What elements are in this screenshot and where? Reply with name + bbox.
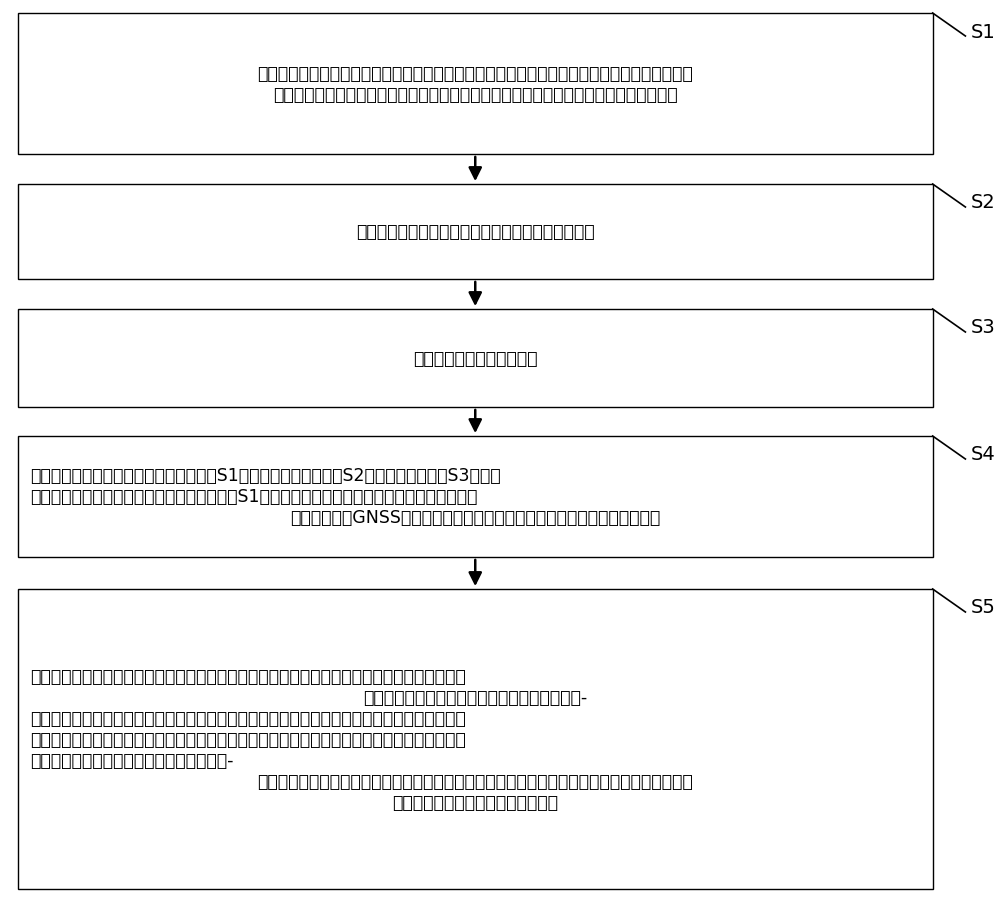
Text: S5: S5 [970, 598, 995, 617]
Text: 折减系数曲线上，直至插值点前未发生位移突变，记录最后一次插值点对应的折减系数，该折减: 折减系数曲线上，直至插值点前未发生位移突变，记录最后一次插值点对应的折减系数，该… [257, 772, 693, 790]
Bar [18, 590, 933, 889]
Text: S1: S1 [970, 23, 995, 42]
Text: 上设置与现场GNSS监测对应的监测点，计算滑坡的应力场、应变场和渗流场: 上设置与现场GNSS监测对应的监测点，计算滑坡的应力场、应变场和渗流场 [290, 509, 660, 527]
Bar [18, 14, 933, 154]
Text: S4: S4 [970, 445, 995, 464]
Text: 移值，将该当前监测点的位移值插入到位移-: 移值，将该当前监测点的位移值插入到位移- [30, 751, 233, 769]
Text: 折减系数曲线，直至曲线出现突变，停止折减，记录最后一次折减系数，对最后一次折减系数进: 折减系数曲线，直至曲线出现突变，停止折减，记录最后一次折减系数，对最后一次折减系… [30, 709, 466, 727]
Bar [18, 185, 933, 280]
Text: 系数即为滑坡当前状态下的稳定系数: 系数即为滑坡当前状态下的稳定系数 [392, 793, 558, 811]
Text: 构建滑坡模型，在滑坡涉水部位施加步骤S1的概化模型，利用步骤S2的蠕变参数和步骤S3的长期: 构建滑坡模型，在滑坡涉水部位施加步骤S1的概化模型，利用步骤S2的蠕变参数和步骤… [30, 467, 500, 485]
Text: S2: S2 [970, 193, 995, 212]
Text: 行线性减小折减，每折减一次，重复计算滑坡的应力场、应变场和渗流场，记录当前监测点的位: 行线性减小折减，每折减一次，重复计算滑坡的应力场、应变场和渗流场，记录当前监测点… [30, 731, 466, 749]
Text: 对滑带土长期抗剪强度指标进行线性增加折减，每折减一次，重复计算滑坡的应力场、应变场和: 对滑带土长期抗剪强度指标进行线性增加折减，每折减一次，重复计算滑坡的应力场、应变… [30, 667, 466, 685]
Text: 建立滑带土的蠕变本构模型，识别滑带土的蠕变参数: 建立滑带土的蠕变本构模型，识别滑带土的蠕变参数 [356, 223, 595, 241]
Text: 计算滑带土的长期抗剪强度: 计算滑带土的长期抗剪强度 [413, 349, 538, 368]
Text: 根据滑坡所处的库区水位周期调度情况建立概化模型，利用滑坡岩土体的参数数据计算力学分析: 根据滑坡所处的库区水位周期调度情况建立概化模型，利用滑坡岩土体的参数数据计算力学… [257, 65, 693, 83]
Bar [18, 436, 933, 557]
Text: 抗剪强度设置滑坡岩土体本构模型，根据步骤S1的流固耦合模拟方法设置耦合方式，在滑坡模型: 抗剪强度设置滑坡岩土体本构模型，根据步骤S1的流固耦合模拟方法设置耦合方式，在滑… [30, 488, 477, 506]
Text: 时标和流体分析时标，比较力学分析时标和流体分析时标的大小，确定流固耦合模拟方法: 时标和流体分析时标，比较力学分析时标和流体分析时标的大小，确定流固耦合模拟方法 [273, 86, 678, 104]
Text: 渗流场，并记录当前监测点的位移值，绘制位移-: 渗流场，并记录当前监测点的位移值，绘制位移- [363, 688, 587, 706]
Text: S3: S3 [970, 318, 995, 337]
Bar [18, 310, 933, 407]
